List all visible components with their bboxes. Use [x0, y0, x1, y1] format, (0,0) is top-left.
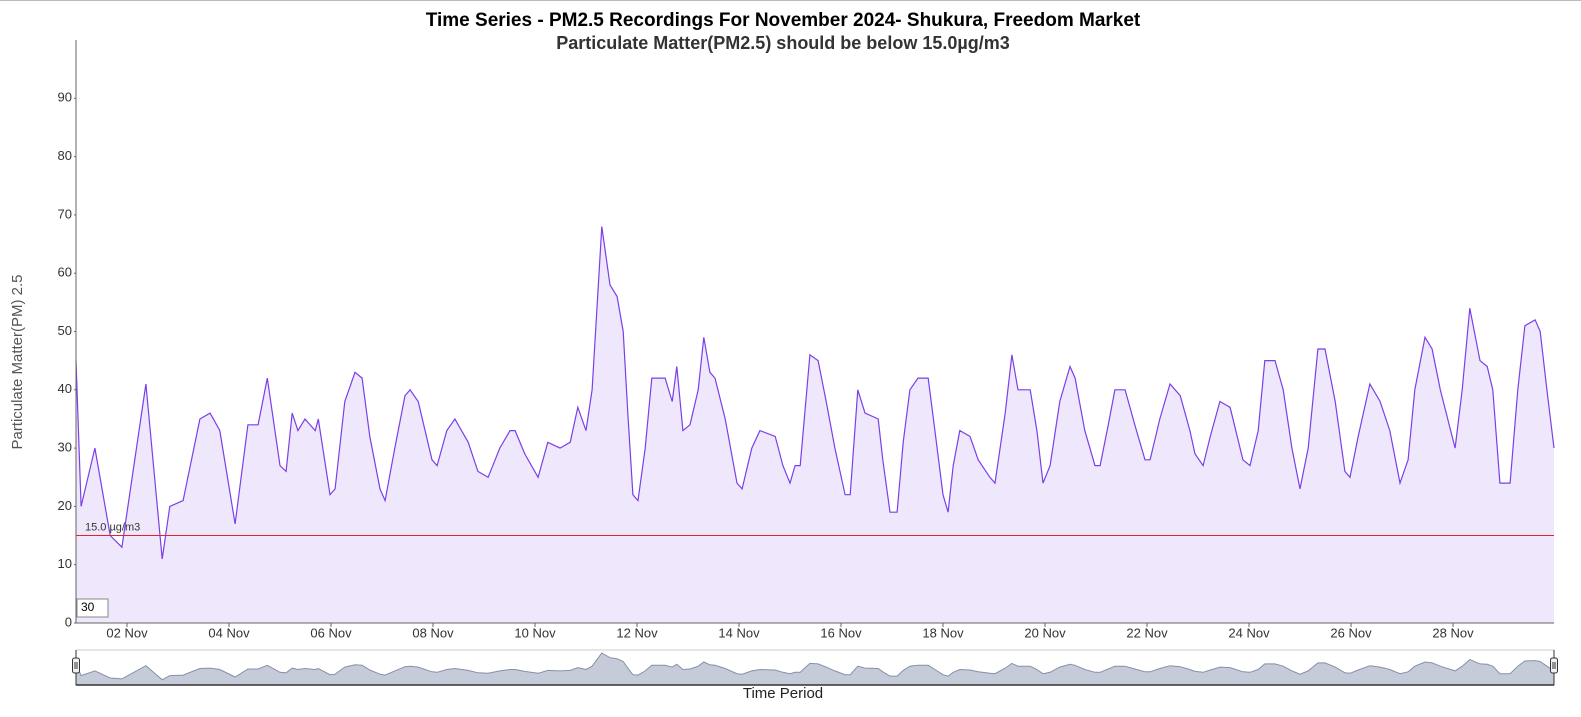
x-tick-label: 16 Nov [820, 625, 862, 640]
x-tick-label: 12 Nov [616, 625, 658, 640]
x-tick-label: 22 Nov [1126, 625, 1168, 640]
chart-subtitle: Particulate Matter(PM2.5) should be belo… [556, 33, 1009, 53]
navigator-handle[interactable] [1550, 657, 1558, 674]
y-tick-label: 70 [58, 206, 72, 221]
y-tick-label: 20 [58, 498, 72, 513]
x-tick-label: 06 Nov [310, 625, 352, 640]
x-tick-label: 26 Nov [1330, 625, 1372, 640]
series-line [75, 226, 1555, 559]
x-tick-label: 08 Nov [412, 625, 454, 640]
navigator-area [75, 652, 1555, 686]
x-tick-label: 02 Nov [106, 625, 148, 640]
y-tick-label: 10 [58, 556, 72, 571]
y-tick-label: 0 [65, 614, 72, 629]
y-tick-label: 30 [58, 440, 72, 455]
x-tick-label: 10 Nov [514, 625, 556, 640]
y-tick-label: 60 [58, 265, 72, 280]
area-fill [76, 226, 1554, 623]
x-tick-label: 14 Nov [718, 625, 760, 640]
x-tick-label: 04 Nov [208, 625, 250, 640]
range-box-value: 30 [81, 600, 95, 614]
threshold-label: 15.0 µg/m3 [85, 521, 140, 533]
range-box[interactable] [76, 598, 109, 618]
y-tick-label: 90 [58, 90, 72, 105]
x-tick-label: 18 Nov [922, 625, 964, 640]
chart-title: Time Series - PM2.5 Recordings For Novem… [426, 10, 1141, 31]
x-tick-label: 24 Nov [1228, 625, 1270, 640]
x-axis-label: Time Period [743, 685, 823, 702]
x-tick-label: 20 Nov [1024, 625, 1066, 640]
y-tick-label: 80 [58, 148, 72, 163]
y-axis-label: Particulate Matter(PM) 2.5 [9, 274, 26, 449]
x-tick-label: 28 Nov [1432, 625, 1474, 640]
y-tick-label: 40 [58, 381, 72, 396]
navigator-handle[interactable] [72, 657, 80, 674]
y-tick-label: 50 [58, 323, 72, 338]
